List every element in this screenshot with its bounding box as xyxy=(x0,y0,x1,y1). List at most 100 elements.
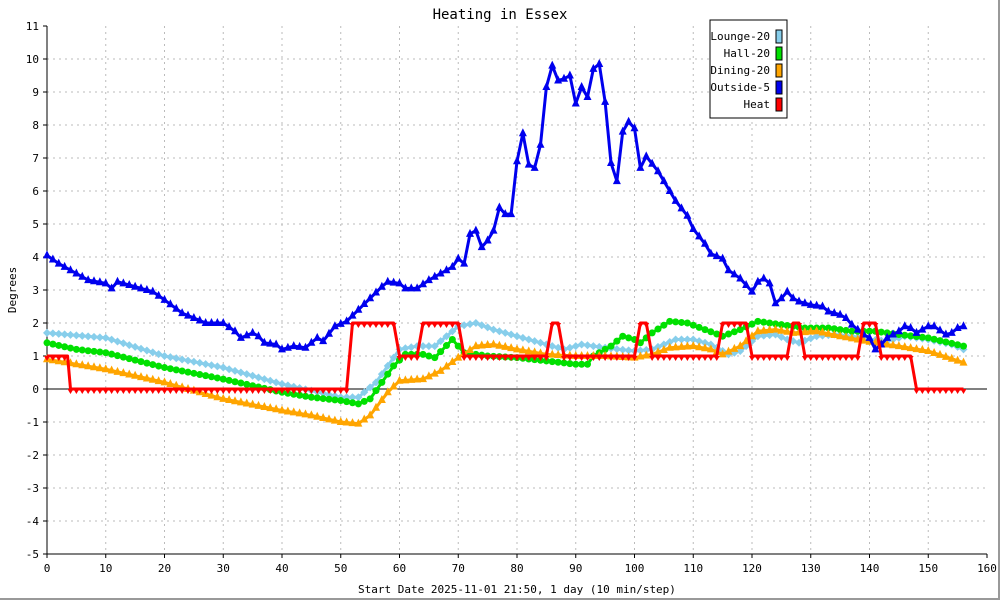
data-point xyxy=(231,378,239,386)
data-point xyxy=(765,325,774,334)
data-point xyxy=(936,349,944,358)
data-point xyxy=(666,356,673,361)
data-point xyxy=(519,356,526,361)
data-point xyxy=(906,322,915,331)
data-point xyxy=(113,337,122,346)
data-point xyxy=(801,356,808,361)
data-point xyxy=(161,389,168,394)
data-point xyxy=(724,265,733,274)
data-point xyxy=(671,342,680,351)
data-point xyxy=(937,389,943,394)
data-point xyxy=(301,342,310,351)
data-point xyxy=(906,343,915,352)
data-point xyxy=(524,159,533,168)
data-point xyxy=(173,389,180,394)
data-point xyxy=(843,356,849,361)
data-point xyxy=(219,375,227,383)
data-point xyxy=(354,304,363,313)
data-point xyxy=(101,364,110,373)
data-point xyxy=(295,341,304,350)
data-point xyxy=(689,223,698,232)
data-point xyxy=(842,313,850,322)
data-point xyxy=(342,417,351,426)
data-point xyxy=(383,276,392,285)
data-point xyxy=(960,342,967,350)
data-point xyxy=(260,375,269,384)
data-point xyxy=(701,338,709,347)
x-tick-label: 70 xyxy=(452,562,465,575)
data-point xyxy=(120,389,127,394)
data-point xyxy=(678,318,685,326)
data-point xyxy=(60,261,69,270)
data-point xyxy=(736,273,745,282)
data-point xyxy=(496,356,503,361)
data-point xyxy=(213,374,221,382)
x-tick-label: 20 xyxy=(158,562,171,575)
data-point xyxy=(114,389,121,394)
data-point xyxy=(367,323,374,328)
data-point xyxy=(166,353,175,362)
data-point xyxy=(154,350,163,359)
data-point xyxy=(695,337,704,346)
data-point xyxy=(167,389,174,394)
data-point xyxy=(243,389,250,394)
data-point xyxy=(166,379,175,388)
data-point xyxy=(442,265,451,274)
data-point xyxy=(918,324,927,333)
data-point xyxy=(537,356,544,361)
data-point xyxy=(460,258,469,267)
data-point xyxy=(414,356,421,361)
x-tick-label: 80 xyxy=(510,562,523,575)
data-point xyxy=(49,356,56,361)
data-point xyxy=(536,338,545,347)
data-point xyxy=(90,332,98,341)
data-point xyxy=(959,321,968,330)
data-point xyxy=(443,342,450,350)
y-tick-label: 4 xyxy=(32,251,39,264)
x-tick-label: 140 xyxy=(860,562,880,575)
data-point xyxy=(595,342,604,351)
data-point xyxy=(195,358,204,367)
data-point xyxy=(730,269,739,278)
data-point xyxy=(924,334,932,342)
data-point xyxy=(390,362,398,370)
data-point xyxy=(601,96,610,105)
data-point xyxy=(225,322,234,331)
data-point xyxy=(54,329,63,338)
data-point xyxy=(824,324,832,332)
data-point xyxy=(448,357,457,366)
series-dining-20 xyxy=(43,324,968,427)
y-tick-label: 0 xyxy=(32,383,39,396)
data-point xyxy=(578,356,585,361)
data-point xyxy=(430,342,439,351)
data-point xyxy=(266,338,275,347)
data-point xyxy=(707,328,715,336)
data-point xyxy=(900,342,909,351)
data-point xyxy=(261,389,268,394)
data-point xyxy=(483,235,492,244)
data-point xyxy=(254,373,263,382)
grid xyxy=(47,26,987,554)
data-point xyxy=(947,327,956,336)
data-point xyxy=(90,362,98,371)
data-point xyxy=(325,395,333,403)
data-point xyxy=(301,409,310,418)
data-point xyxy=(830,308,839,317)
data-point xyxy=(366,293,375,302)
data-point xyxy=(890,356,896,361)
y-axis-label: Degrees xyxy=(6,267,19,313)
data-point xyxy=(554,358,562,366)
data-point xyxy=(125,280,134,289)
data-point xyxy=(84,361,93,370)
data-point xyxy=(831,356,838,361)
data-point xyxy=(654,166,662,175)
data-point xyxy=(806,299,815,308)
data-point xyxy=(953,322,962,331)
data-point xyxy=(196,389,203,394)
data-point xyxy=(172,380,181,389)
data-point xyxy=(866,327,873,335)
data-point xyxy=(420,323,426,328)
data-point xyxy=(642,345,651,354)
data-point xyxy=(48,254,57,263)
data-point xyxy=(900,321,909,330)
